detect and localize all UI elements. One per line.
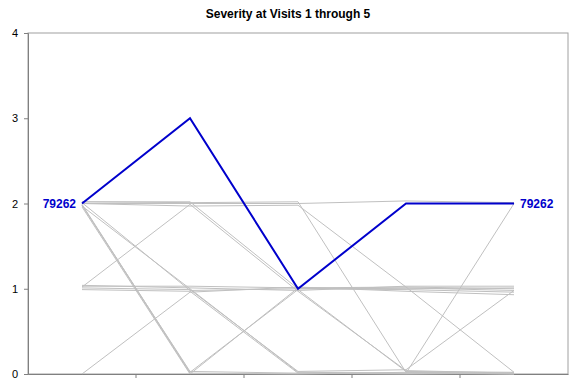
series-line (82, 290, 514, 374)
x-boundary-tick (352, 374, 353, 378)
x-boundary-tick (244, 374, 245, 378)
y-tick-label: 3 (12, 112, 18, 124)
x-boundary-tick (136, 374, 137, 378)
y-tick-mark (24, 374, 28, 375)
y-tick-label: 1 (12, 283, 18, 295)
y-tick-label: 4 (12, 27, 18, 39)
series-line (82, 203, 514, 291)
y-tick-label: 0 (12, 368, 18, 380)
series-line (82, 207, 514, 374)
title: Severity at Visits 1 through 5 (206, 7, 371, 21)
series-line (82, 206, 514, 374)
y-tick: 0 (12, 368, 28, 380)
y-tick: 2 (12, 198, 28, 210)
series-line (82, 286, 514, 372)
y-axis-line (24, 34, 29, 375)
y-tick: 1 (12, 283, 28, 295)
y-tick-mark (24, 118, 28, 119)
y-tick-mark (24, 33, 28, 34)
chart: Severity at Visits 1 through 5 0 1 2 3 4 79262… (0, 0, 576, 391)
x-axis (29, 374, 569, 378)
y-tick-mark (24, 289, 28, 290)
plot-frame (28, 33, 568, 374)
series-line (82, 202, 514, 292)
series-label-start: 79262 (43, 197, 77, 211)
y-tick: 4 (12, 27, 28, 39)
y-tick-label: 2 (12, 198, 18, 210)
x-boundary-tick (460, 374, 461, 378)
y-tick-mark (24, 204, 28, 205)
lines (82, 118, 514, 374)
series-line (82, 287, 514, 374)
series-line (82, 288, 514, 372)
highlight-line (82, 118, 514, 289)
y-axis: 0 1 2 3 4 (12, 27, 29, 380)
series-line (82, 204, 514, 289)
series-label-end: 79262 (520, 197, 554, 211)
y-tick: 3 (12, 112, 28, 124)
